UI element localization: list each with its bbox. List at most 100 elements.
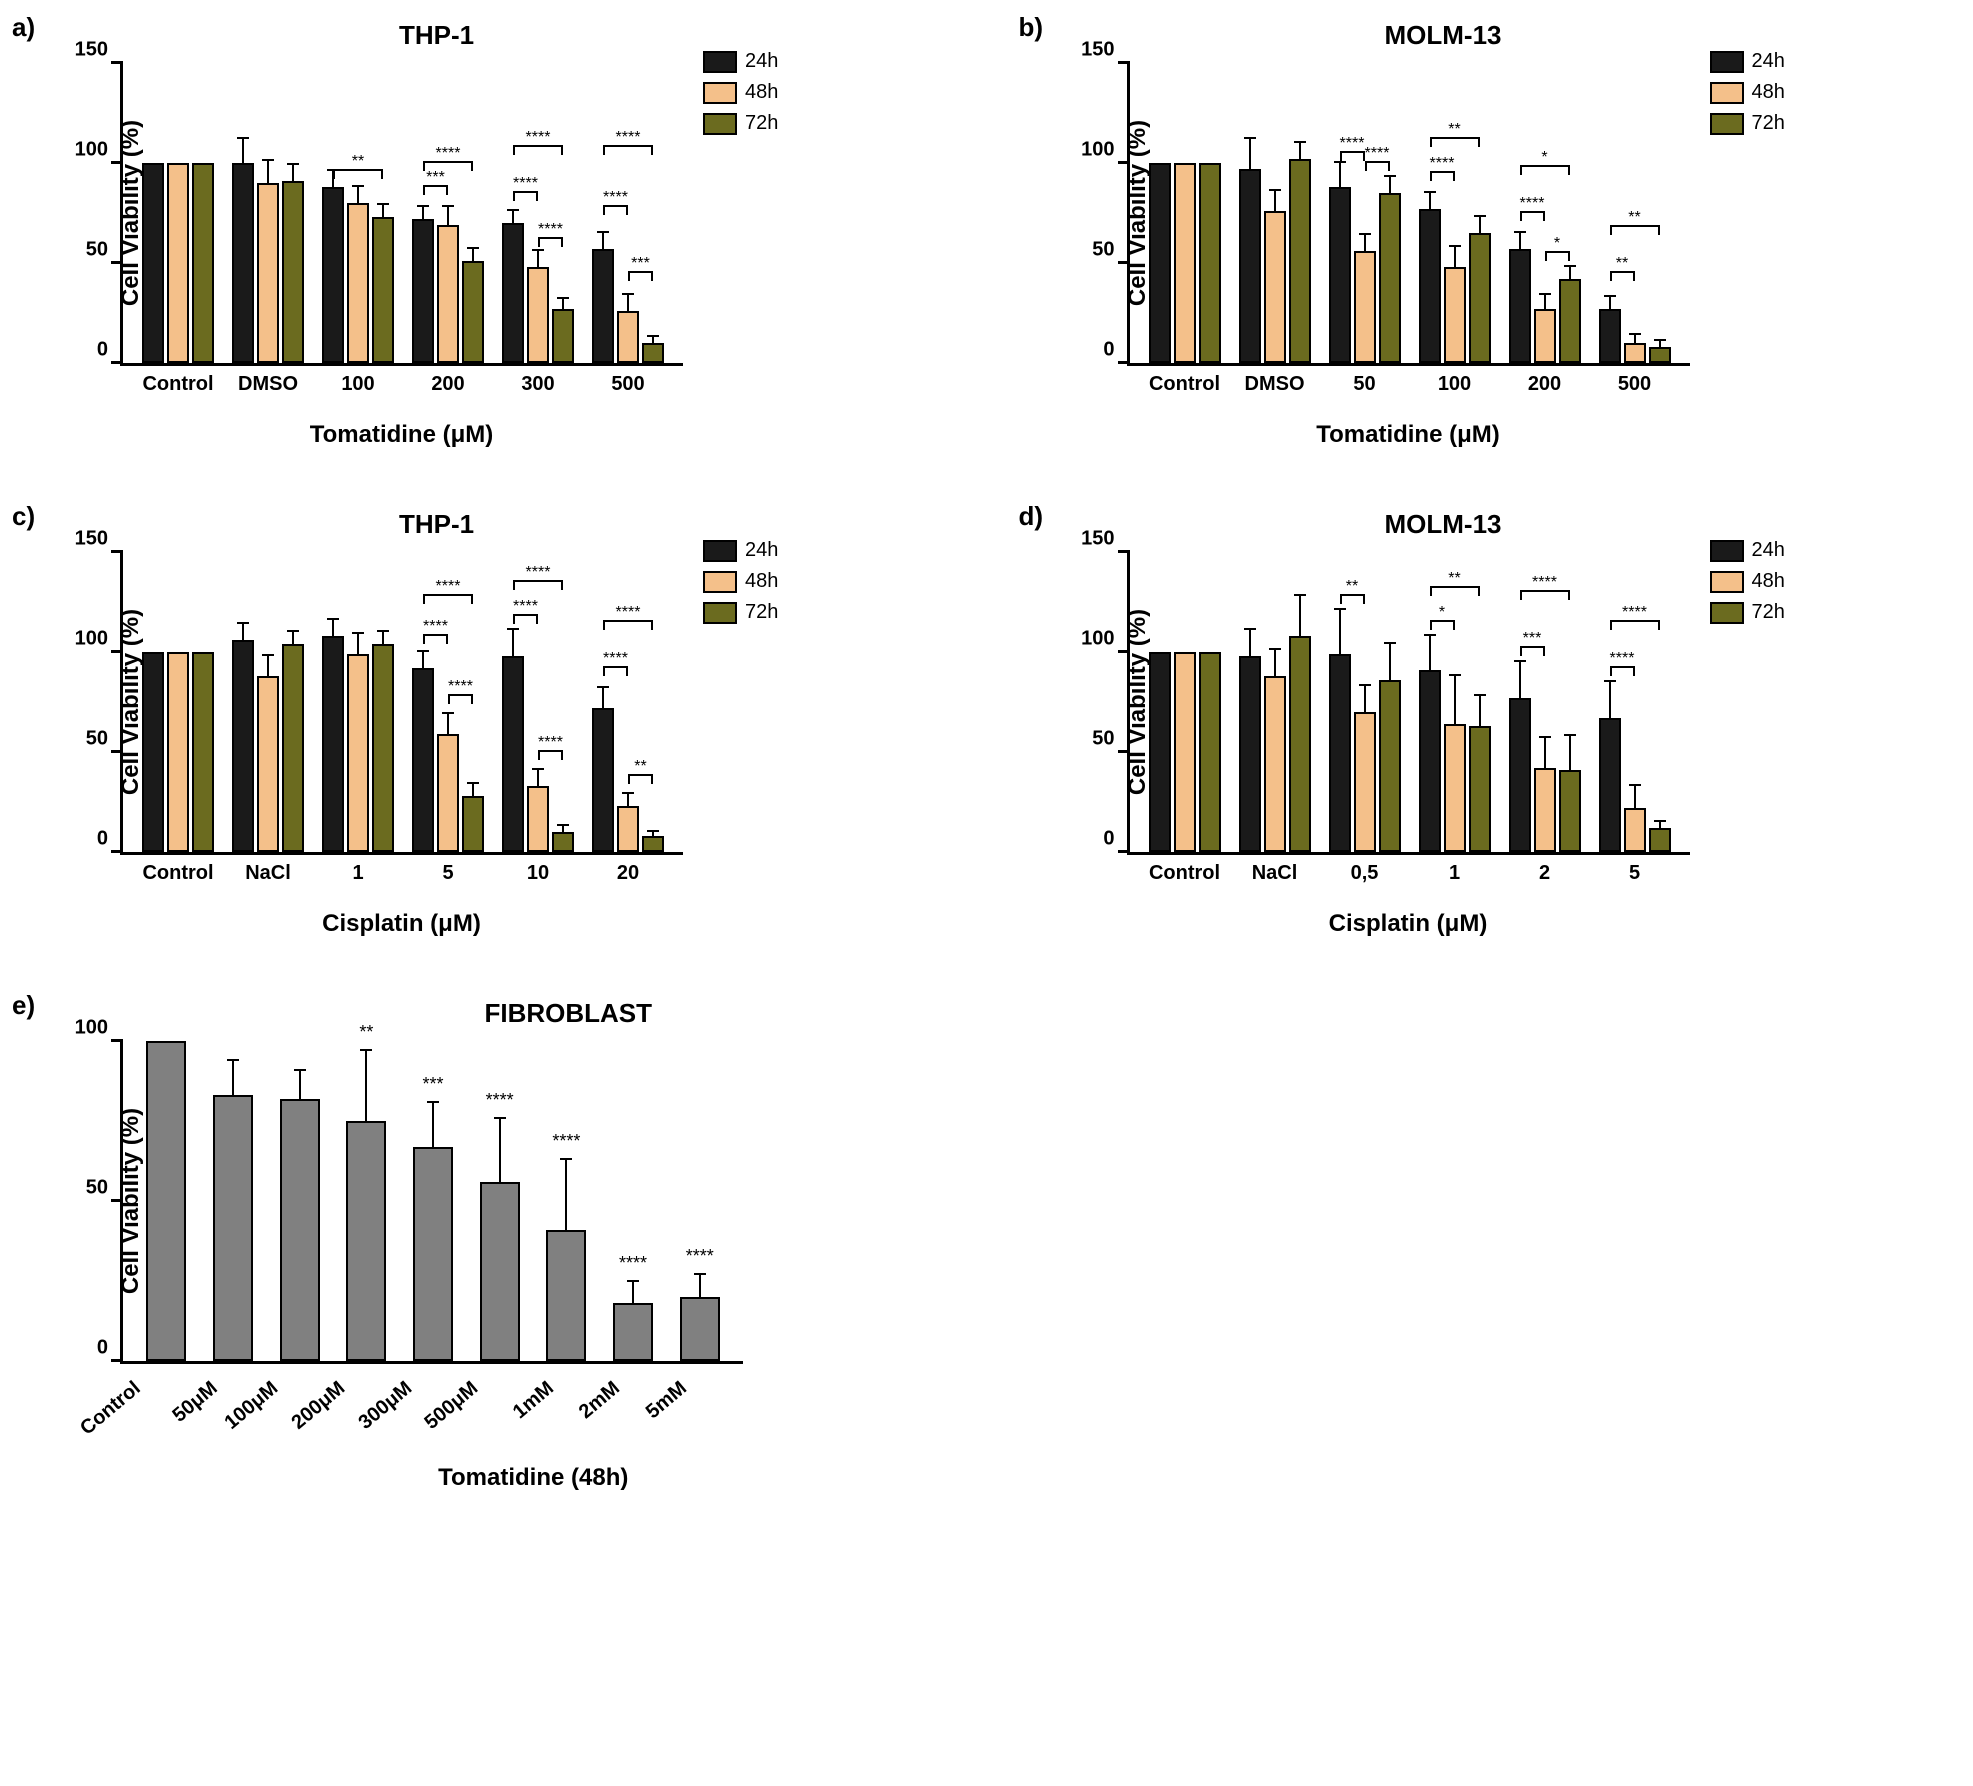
bar-group: ****5mM [666, 1041, 733, 1361]
legend-item: 24h [1710, 539, 1785, 562]
x-tick-label: Control [76, 1377, 145, 1440]
x-tick-label: 500 [611, 373, 644, 396]
y-tick-label: 150 [1070, 528, 1115, 551]
bar [592, 249, 614, 363]
bar [502, 656, 524, 852]
bar-group: 100μM [266, 1041, 333, 1361]
bar [1354, 251, 1376, 363]
x-tick-label: Control [142, 862, 213, 885]
bar-group: 5 [403, 552, 493, 852]
bar [146, 1041, 186, 1361]
bar-group: ****2mM [600, 1041, 667, 1361]
significance-label: *** [423, 1074, 444, 1095]
legend-swatch [1710, 113, 1744, 135]
x-tick-label: 10 [527, 862, 549, 885]
bar-group: Control [133, 1041, 200, 1361]
chart-title: FIBROBLAST [190, 998, 947, 1029]
x-tick-label: 200μM [288, 1377, 350, 1435]
bar-group: 0,5 [1320, 552, 1410, 852]
legend-swatch [1710, 602, 1744, 624]
bar [1509, 698, 1531, 852]
bar [1264, 676, 1286, 852]
x-tick-label: 0,5 [1351, 862, 1379, 885]
bar [552, 309, 574, 363]
bar [1534, 309, 1556, 363]
legend-swatch [703, 602, 737, 624]
bar [552, 832, 574, 852]
x-tick-label: 100 [341, 373, 374, 396]
panel-d: d)MOLM-13Cell Viability (%)050100150Cont… [1027, 509, 1954, 938]
legend-item: 72h [1710, 601, 1785, 624]
bar [1599, 309, 1621, 363]
bar [322, 636, 344, 852]
chart-title: THP-1 [190, 509, 683, 540]
bar [167, 163, 189, 363]
bar [680, 1297, 720, 1361]
bar [1239, 169, 1261, 363]
bar-group: 10 [493, 552, 583, 852]
x-tick-label: 20 [617, 862, 639, 885]
bar [322, 187, 344, 363]
legend-label: 72h [745, 112, 778, 135]
legend-item: 72h [703, 601, 778, 624]
x-tick-label: 1mM [509, 1377, 559, 1424]
bar [642, 836, 664, 852]
significance-label: **** [552, 1131, 580, 1152]
y-tick-label: 0 [63, 828, 108, 851]
bar [372, 217, 394, 363]
bar-group: 20 [583, 552, 673, 852]
y-tick-label: 0 [1070, 828, 1115, 851]
bar [1174, 163, 1196, 363]
bar [527, 786, 549, 852]
legend-swatch [703, 113, 737, 135]
bar [192, 163, 214, 363]
panel-label: a) [12, 12, 35, 43]
bar [1559, 770, 1581, 852]
bar [1559, 279, 1581, 363]
bar-group: ****500μM [466, 1041, 533, 1361]
bar [346, 1121, 386, 1361]
panel-label: e) [12, 990, 35, 1021]
bar [232, 163, 254, 363]
chart-title: THP-1 [190, 20, 683, 51]
x-tick-label: 2 [1539, 862, 1550, 885]
bar [437, 225, 459, 363]
legend: 24h48h72h [1710, 50, 1785, 143]
plot-area: Cell Viability (%)050100150ControlDMSO10… [120, 63, 683, 366]
y-tick-label: 50 [63, 728, 108, 751]
y-tick-label: 50 [63, 239, 108, 262]
x-axis-title: Tomatidine (μM) [1127, 421, 1690, 449]
bar [142, 163, 164, 363]
bar [413, 1147, 453, 1361]
bar [167, 652, 189, 852]
panel-label: d) [1019, 501, 1044, 532]
legend-item: 48h [703, 570, 778, 593]
bar [1379, 680, 1401, 852]
legend-item: 48h [703, 81, 778, 104]
bar [1599, 718, 1621, 852]
x-tick-label: 5 [1629, 862, 1640, 885]
bar-group: 1 [313, 552, 403, 852]
bar-group: Control [1140, 552, 1230, 852]
bar-group: ****1mM [533, 1041, 600, 1361]
x-tick-label: 300μM [354, 1377, 416, 1435]
bar [613, 1303, 653, 1361]
x-tick-label: 300 [521, 373, 554, 396]
bar [617, 311, 639, 363]
y-tick-label: 100 [63, 628, 108, 651]
bar [1329, 187, 1351, 363]
bar [462, 796, 484, 852]
bar [1379, 193, 1401, 363]
x-tick-label: 1 [352, 862, 363, 885]
legend: 24h48h72h [703, 539, 778, 632]
bar-group: 1 [1410, 552, 1500, 852]
bar [1354, 712, 1376, 852]
bar [1509, 249, 1531, 363]
x-tick-label: 200 [1528, 373, 1561, 396]
legend-item: 24h [703, 50, 778, 73]
bar [1199, 163, 1221, 363]
bar-group: NaCl [1230, 552, 1320, 852]
y-tick-label: 50 [1070, 239, 1115, 262]
bar [642, 343, 664, 363]
x-tick-label: 100 [1438, 373, 1471, 396]
